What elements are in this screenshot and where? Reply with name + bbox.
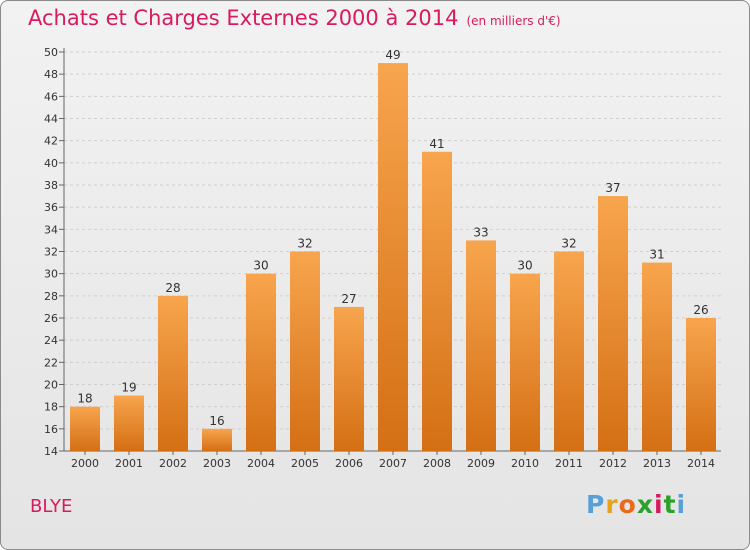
y-tick-label: 40 — [44, 157, 58, 170]
bar-2002 — [158, 295, 188, 451]
bar-2008 — [422, 151, 452, 451]
x-tick-label: 2003 — [203, 457, 231, 470]
data-label: 19 — [121, 381, 136, 395]
y-tick-label: 46 — [44, 90, 58, 103]
x-tick-label: 2009 — [467, 457, 495, 470]
y-tick-label: 50 — [44, 46, 58, 59]
data-label: 37 — [605, 181, 620, 195]
y-tick-label: 48 — [44, 68, 58, 81]
data-label: 30 — [253, 259, 268, 273]
bar-2014 — [686, 318, 716, 451]
chart-title-block: Achats et Charges Externes 2000 à 2014 (e… — [28, 6, 561, 30]
data-label: 31 — [649, 248, 664, 262]
proxiti-logo: Proxiti — [586, 490, 687, 519]
data-label: 41 — [429, 137, 444, 151]
data-label: 49 — [385, 48, 400, 62]
data-label: 26 — [693, 303, 708, 317]
y-tick-label: 20 — [44, 379, 58, 392]
y-tick-label: 22 — [44, 356, 58, 369]
data-label: 32 — [561, 237, 576, 251]
x-tick-label: 2014 — [687, 457, 715, 470]
data-label: 32 — [297, 237, 312, 251]
y-tick-label: 32 — [44, 246, 58, 259]
y-tick-label: 26 — [44, 312, 58, 325]
x-tick-label: 2001 — [115, 457, 143, 470]
bar-2003 — [202, 428, 232, 451]
bar-2000 — [70, 406, 100, 451]
bar-2005 — [290, 251, 320, 451]
x-tick-label: 2000 — [71, 457, 99, 470]
bars — [70, 63, 716, 451]
y-tick-label: 28 — [44, 290, 58, 303]
bar-2006 — [334, 306, 364, 451]
data-label: 28 — [165, 281, 180, 295]
bar-2009 — [466, 240, 496, 451]
bar-2012 — [598, 196, 628, 451]
bar-2007 — [378, 63, 408, 451]
x-tick-label: 2006 — [335, 457, 363, 470]
y-tick-label: 36 — [44, 201, 58, 214]
y-tick-label: 42 — [44, 135, 58, 148]
x-tick-label: 2013 — [643, 457, 671, 470]
chart-title: Achats et Charges Externes 2000 à 2014 — [28, 6, 459, 30]
x-tick-label: 2008 — [423, 457, 451, 470]
data-label: 33 — [473, 225, 488, 239]
data-label: 27 — [341, 292, 356, 306]
y-tick-label: 14 — [44, 445, 58, 458]
labels: 14 16 18 20 22 24 26 28 30 32 34 36 38 40 42 44 46 48 50 18… — [44, 46, 715, 470]
y-tick-label: 30 — [44, 268, 58, 281]
bar-2010 — [510, 273, 540, 451]
x-tick-label: 2012 — [599, 457, 627, 470]
y-tick-label: 38 — [44, 179, 58, 192]
y-tick-label: 18 — [44, 401, 58, 414]
x-tick-label: 2005 — [291, 457, 319, 470]
x-tick-label: 2002 — [159, 457, 187, 470]
bar-2011 — [554, 251, 584, 451]
data-label: 18 — [77, 392, 92, 406]
x-tick-label: 2011 — [555, 457, 583, 470]
x-tick-label: 2004 — [247, 457, 275, 470]
y-tick-label: 16 — [44, 423, 58, 436]
x-tick-label: 2010 — [511, 457, 539, 470]
bar-2013 — [642, 262, 672, 451]
data-label: 30 — [517, 259, 532, 273]
bar-2004 — [246, 273, 276, 451]
y-tick-label: 44 — [44, 113, 58, 126]
data-label: 16 — [209, 414, 224, 428]
y-tick-label: 34 — [44, 223, 58, 236]
unit-note: (en milliers d'€) — [466, 14, 561, 28]
bar-2001 — [114, 395, 144, 451]
place-name: BLYE — [30, 496, 73, 517]
x-tick-label: 2007 — [379, 457, 407, 470]
y-tick-label: 24 — [44, 334, 58, 347]
